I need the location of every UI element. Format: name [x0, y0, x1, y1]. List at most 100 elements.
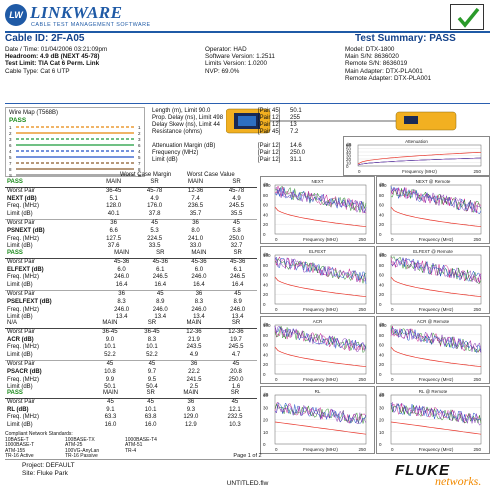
logo-emblem: LW: [5, 4, 27, 26]
wire-pin-right: 7: [138, 161, 141, 166]
y-tick-label: 30: [379, 405, 385, 410]
cell-value: 45: [216, 218, 257, 228]
cell-value: 63.3: [104, 414, 117, 421]
row-label: PASS: [5, 179, 94, 188]
cell-value: 243.5: [186, 344, 202, 351]
summary-value: 31.1: [290, 157, 302, 163]
cell-value: 10.1: [104, 344, 116, 351]
plot-area: [274, 184, 367, 235]
y-tick-label: 20: [263, 418, 269, 423]
chart-acr: ACR dB 100 80 60 40 20 0 0 Frequency (MHz) 250: [260, 316, 375, 384]
cell-value: 13.4: [154, 314, 167, 321]
trace-line: [390, 403, 482, 423]
y-tick-label: 40: [379, 212, 385, 217]
y-tick-label: 40: [379, 352, 385, 357]
summary-pair: [Pair 45]: [258, 129, 281, 135]
trace-line: [274, 187, 367, 214]
cell-value: 10.1: [144, 406, 157, 413]
cell-value: 13.4: [231, 314, 244, 321]
cell-value: 10.8: [104, 368, 116, 375]
wire-pin-left: 6: [9, 143, 12, 148]
trace-line: [274, 186, 367, 214]
summary-label: Limit (dB): [152, 157, 178, 163]
x-axis-label: 0: [275, 377, 278, 382]
cell-value: 45-36: [152, 258, 168, 265]
cell-value: 36: [102, 289, 141, 299]
table-row: Limit (dB) 40.1 37.8 35.7 35.5: [5, 211, 257, 219]
wire-pin-right: 5: [138, 155, 141, 160]
x-axis-label: Frequency (MHz): [419, 447, 454, 452]
standard-item: ATM-155: [5, 447, 26, 454]
y-tick-label: 0: [379, 442, 382, 447]
info-remote-sn: Remote S/N: 8636019: [345, 60, 408, 68]
summary-row: Length (m), Limit 90.0 [Pair 45] 50.1: [146, 108, 310, 115]
cell-value: 245.5: [229, 203, 245, 210]
wire-pin-right: S: [138, 173, 141, 178]
cell-value: 52.2: [104, 352, 116, 359]
summary-value: 14.6: [290, 143, 302, 149]
y-tick-label: 20: [379, 292, 385, 297]
wire-pin-left: 7: [9, 161, 12, 166]
y-tick-label: 40: [263, 282, 269, 287]
row-label: PASS: [5, 250, 103, 259]
y-tick-label: 80: [263, 333, 269, 338]
limit-line: [390, 206, 482, 228]
summary-label: Length (m), Limit 90.0: [152, 108, 211, 114]
cell-value: 13.4: [193, 314, 205, 321]
x-axis-label: 0: [391, 377, 394, 382]
row-label: PSACR (dB): [7, 368, 42, 375]
cell-value: 241.5: [186, 376, 202, 383]
row-label: Limit (dB): [7, 282, 33, 289]
info-nvp: NVP: 69.0%: [205, 67, 240, 75]
chart-title: RL @ Remote: [419, 389, 448, 394]
y-tick-label: 80: [379, 263, 385, 268]
cell-value: SR: [214, 320, 257, 329]
table-rl: PASS MAIN SR MAIN SR Worst Pair 45 45 36 45 RL (dB…: [5, 390, 257, 430]
cell-value: 129.0: [183, 414, 199, 421]
cell-value: 8.9: [233, 298, 242, 305]
cell-value: MAIN: [179, 250, 219, 259]
table-row: Worst Pair 36-45 36-45 12-36 12-36: [5, 328, 257, 336]
table-row: NEXT (dB) 5.1 4.9 7.4 4.9: [5, 196, 257, 204]
summary-label: Attenuation Margin (dB): [152, 143, 216, 149]
table-row: Limit (dB) 16.0 16.0 12.9 10.3: [5, 422, 257, 430]
trace-line: [274, 256, 367, 283]
cell-value: 246.0: [114, 274, 130, 281]
plot-area: [390, 394, 482, 445]
standard-item: TR-4: [125, 447, 137, 454]
wire-pin-right: 1: [138, 125, 141, 130]
cell-value: 45: [130, 359, 173, 369]
chart-title: Attenuation: [405, 139, 428, 144]
cell-value: 45: [231, 398, 239, 405]
row-label: ELFEXT (dB): [7, 266, 44, 273]
table-row: PASS MAIN SR MAIN SR: [5, 179, 257, 188]
cell-value: 16.0: [144, 422, 157, 429]
table-row: Freq. (MHz) 10.1 10.1 243.5 245.5: [5, 344, 257, 352]
x-axis-label: Frequency (MHz): [303, 377, 338, 382]
cell-value: MAIN: [172, 320, 215, 329]
pass-check-icon: [450, 4, 484, 30]
cell-value: 5.8: [232, 227, 241, 234]
cell-value: 45: [218, 289, 257, 299]
cell-value: 21.9: [188, 336, 200, 343]
x-axis-label: Frequency (MHz): [303, 237, 338, 242]
standard-item: 1000BASE-T4: [125, 436, 157, 443]
x-axis-label: 250: [358, 237, 366, 242]
x-axis-label: 0: [275, 307, 278, 312]
cell-value: 36-45: [144, 328, 160, 335]
chart-elfext-remote: ELFEXT @ Remote dB 100 80 60 40 20 0 0 Frequency …: [376, 246, 490, 314]
x-axis-label: 0: [275, 447, 278, 452]
cell-value: 4.9: [232, 195, 241, 202]
cell-value: 9.1: [106, 406, 115, 413]
cell-value: 36: [187, 398, 195, 405]
y-tick-label: 100: [379, 183, 387, 188]
wire-pin-right: 6: [138, 143, 141, 148]
cell-value: 10.3: [229, 422, 241, 429]
wire-pin-left: 4: [9, 149, 12, 154]
cell-value: 36: [172, 359, 215, 369]
cell-value: 4.9: [189, 352, 199, 359]
cell-value: SR: [132, 390, 169, 399]
y-tick-label: 100: [263, 323, 271, 328]
wire-pin-right: 8: [138, 167, 141, 172]
